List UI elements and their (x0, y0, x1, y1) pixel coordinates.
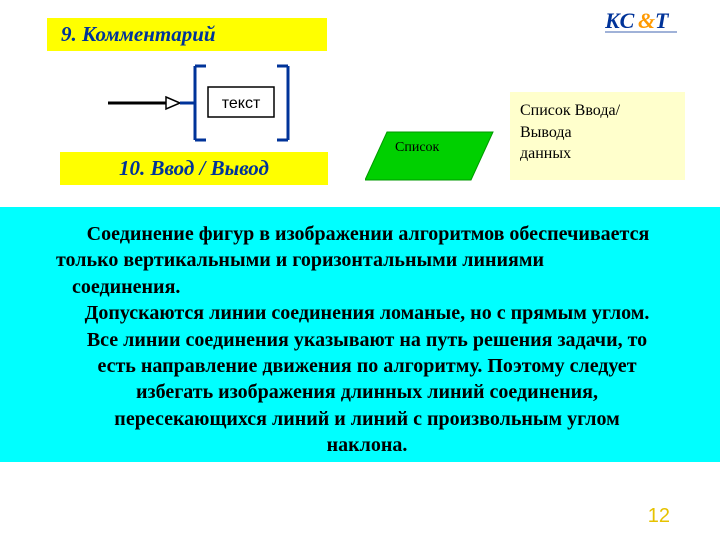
page-number: 12 (648, 505, 670, 528)
heading-10: 10. Ввод / Вывод (60, 152, 328, 185)
io-list-line3: данных (520, 143, 675, 165)
logo-amp: & (638, 8, 655, 33)
cyan-p1-l3: соединения. (36, 274, 698, 300)
io-list-line2: Вывода (520, 122, 675, 144)
cyan-p3-l5: наклона. (36, 432, 698, 458)
cyan-p3-l1: Все линии соединения указывают на путь р… (36, 327, 698, 353)
logo: KC & T (605, 8, 690, 33)
logo-t: T (655, 8, 670, 33)
cyan-p1-l1: Соединение фигур в изображении алгоритмо… (85, 223, 650, 245)
cyan-p1-l2: только вертикальными и горизонтальными л… (36, 247, 698, 273)
cyan-p2: Допускаются линии соединения ломаные, но… (36, 300, 698, 326)
comment-text-label: текст (222, 95, 261, 112)
io-list-line1: Список Ввода/ (520, 100, 675, 122)
cyan-p3-l3: избегать изображения длинных линий соеди… (36, 379, 698, 405)
parallelogram-label: Список (395, 140, 439, 156)
cyan-text-block: Соединение фигур в изображении алгоритмо… (0, 207, 720, 462)
heading-9: 9. Комментарий (47, 18, 327, 51)
io-parallelogram (365, 130, 495, 182)
logo-kc: KC (605, 8, 635, 33)
cyan-p3-l2: есть направление движения по алгоритму. … (36, 353, 698, 379)
cyan-p3-l4: пересекающихся линий и линий с произволь… (36, 406, 698, 432)
io-list-box: Список Ввода/ Вывода данных (510, 92, 685, 180)
comment-diagram: текст (90, 58, 330, 143)
